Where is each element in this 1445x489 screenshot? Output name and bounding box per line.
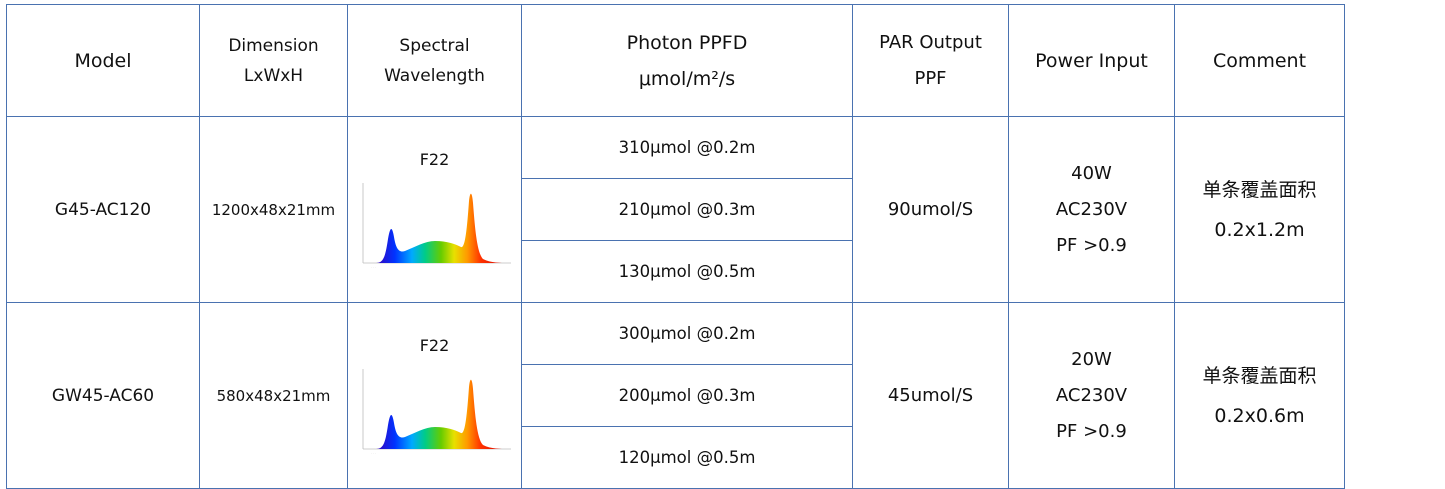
header-power: Power Input xyxy=(1008,4,1175,117)
model-cell: G45-AC120 xyxy=(6,116,200,303)
header-model: Model xyxy=(6,4,200,117)
svg-text:· · ·: · · · xyxy=(371,265,376,269)
header-dimension-line1: Dimension xyxy=(228,35,319,56)
comment-line1: 单条覆盖面积 xyxy=(1202,364,1317,387)
header-par-line2: PPF xyxy=(914,67,947,89)
table-row: 130μmol @0.5m xyxy=(7,240,1345,303)
spectrum-cell: F22 xyxy=(347,116,522,303)
spectrum-graph-icon: · · · xyxy=(362,183,511,269)
power-watt: 40W xyxy=(1071,162,1112,184)
dimension-cell: 1200x48x21mm xyxy=(199,116,348,303)
par-cell: 45umol/S xyxy=(852,302,1009,489)
spectrum-cell: F22 xyxy=(347,302,522,489)
header-par: PAR Output PPF xyxy=(852,4,1009,117)
header-dimension-line2: LxWxH xyxy=(243,65,304,86)
header-row: Model Dimension LxWxH Spectral Wavelengt… xyxy=(6,4,1345,117)
spectrum-label: F22 xyxy=(419,150,450,169)
power-watt: 20W xyxy=(1071,348,1112,370)
spec-table: Model Dimension LxWxH Spectral Wavelengt… xyxy=(6,4,1345,489)
header-comment: Comment xyxy=(1174,4,1345,117)
header-ppfd: Photon PPFD μmol/m²/s xyxy=(521,4,853,117)
header-ppfd-line2: μmol/m²/s xyxy=(638,67,736,90)
comment-cell: 单条覆盖面积 0.2x0.6m xyxy=(1174,302,1345,489)
svg-text:· · ·: · · · xyxy=(371,451,376,455)
ppfd-cell: 210μmol @0.3m xyxy=(521,178,853,241)
table-row: 210μmol @0.3m xyxy=(7,178,1345,241)
header-spectral: Spectral Wavelength xyxy=(347,4,522,117)
header-spectral-line2: Wavelength xyxy=(384,65,485,86)
ppfd-cell: 120μmol @0.5m xyxy=(521,426,853,489)
comment-line1: 单条覆盖面积 xyxy=(1202,178,1317,201)
power-cell: 20W AC230V PF >0.9 xyxy=(1008,302,1175,489)
model-cell: GW45-AC60 xyxy=(6,302,200,489)
table-row: 200μmol @0.3m xyxy=(7,364,1345,427)
table-row: GW45-AC60 580x48x21mm F22 xyxy=(6,302,1345,489)
comment-line2: 0.2x1.2m xyxy=(1214,218,1305,241)
spectrum-graph-icon: · · · xyxy=(362,369,511,455)
header-spectral-line1: Spectral xyxy=(399,35,470,56)
par-cell: 90umol/S xyxy=(852,116,1009,303)
header-par-line1: PAR Output xyxy=(879,31,982,53)
ppfd-cell: 130μmol @0.5m xyxy=(521,240,853,303)
power-factor: PF >0.9 xyxy=(1056,420,1127,442)
ppfd-cell: 200μmol @0.3m xyxy=(521,364,853,427)
ppfd-cell: 310μmol @0.2m xyxy=(521,116,853,179)
power-factor: PF >0.9 xyxy=(1056,234,1127,256)
table-row: G45-AC120 1200x48x21mm F22 xyxy=(6,116,1345,303)
dimension-cell: 580x48x21mm xyxy=(199,302,348,489)
power-cell: 40W AC230V PF >0.9 xyxy=(1008,116,1175,303)
ppfd-cell: 300μmol @0.2m xyxy=(521,302,853,365)
power-voltage: AC230V xyxy=(1055,384,1128,406)
power-voltage: AC230V xyxy=(1055,198,1128,220)
header-ppfd-line1: Photon PPFD xyxy=(626,31,748,54)
comment-line2: 0.2x0.6m xyxy=(1214,404,1305,427)
comment-cell: 单条覆盖面积 0.2x1.2m xyxy=(1174,116,1345,303)
header-dimension: Dimension LxWxH xyxy=(199,4,348,117)
spectrum-label: F22 xyxy=(419,336,450,355)
